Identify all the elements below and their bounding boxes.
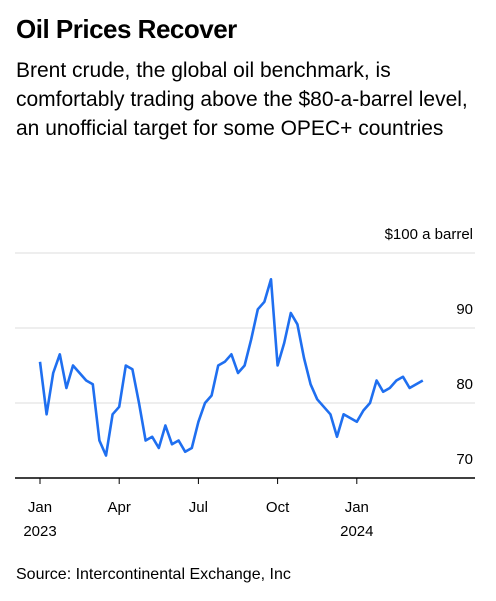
- y-tick-label: $100 a barrel: [385, 226, 473, 243]
- x-tick-label: Jan: [345, 499, 369, 516]
- chart-subtitle: Brent crude, the global oil benchmark, i…: [16, 59, 468, 140]
- x-tick-label: Apr: [108, 499, 131, 516]
- source-note: Source: Intercontinental Exchange, Inc: [16, 566, 291, 583]
- price-line: [38, 278, 424, 457]
- y-tick-label: 90: [456, 301, 473, 318]
- x-tick-label: Jan: [28, 499, 52, 516]
- chart-title: Oil Prices Recover: [16, 14, 237, 44]
- x-year-label: 2024: [340, 523, 373, 540]
- x-tick-label: Oct: [266, 499, 290, 516]
- x-year-label: 2023: [23, 523, 56, 540]
- y-tick-label: 70: [456, 451, 473, 468]
- y-tick-label: 80: [456, 376, 473, 393]
- x-tick-label: Jul: [189, 499, 208, 516]
